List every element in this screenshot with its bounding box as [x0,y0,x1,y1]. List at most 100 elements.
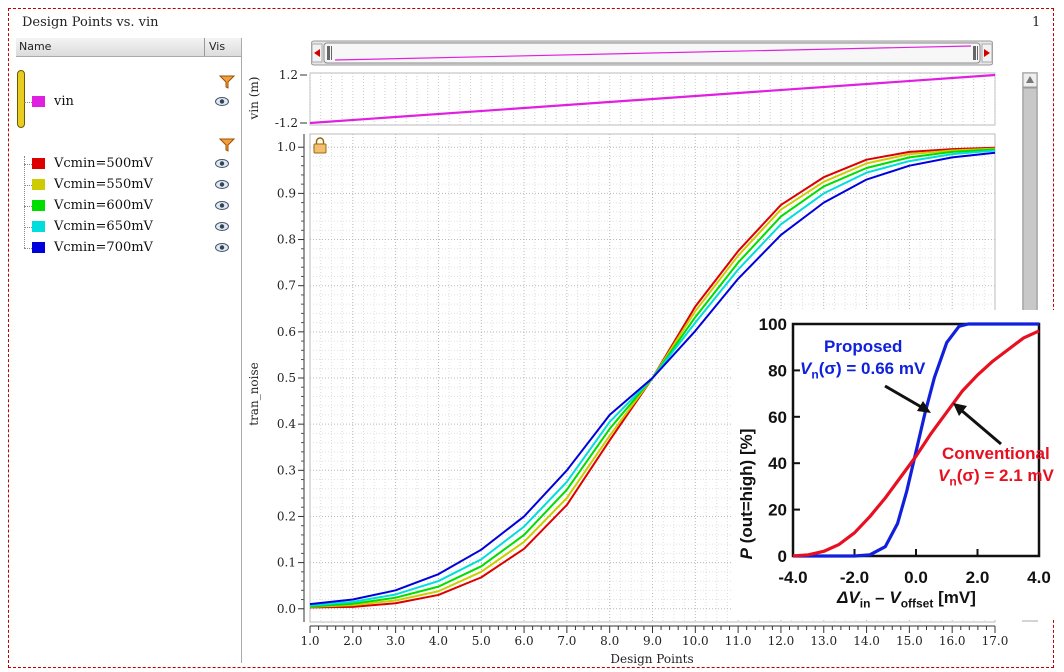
x-tick-label: 11.0 [725,634,752,648]
scroll-left-arrow-icon [314,49,320,57]
column-header-name[interactable]: Name [19,40,52,53]
column-header-vis[interactable]: Vis [209,40,226,53]
main-series [309,146,996,609]
funnel-filter-icon[interactable] [219,75,235,89]
y-tick-label: 0.3 [277,463,296,477]
tree-connector [24,185,32,186]
y-tick-label: 0.5 [277,371,296,385]
plot-area[interactable]: 1.2 -1.2 0.0 0.1 0.2 0.3 0.4 0.5 0.6 0.7 0.8 0.9 1.… [240,66,1024,666]
inset-y-tick-label: 80 [768,361,787,380]
eye-icon[interactable] [215,159,229,168]
x-tick-label: 15.0 [896,634,923,648]
x-tick-label: 14.0 [853,634,880,648]
legend-swatch [32,158,45,169]
series-line-vin [309,73,996,125]
annotation-arrow-conventional [953,403,1002,446]
legend-item-label: Vcmin=500mV [54,156,153,171]
vin-y-axis-label: vin (m) [247,77,261,121]
legend-panel: Name Vis vin Vcmin=500mV Vcmin=550mV Vcm… [16,38,242,663]
window-title: Design Points vs. vin [22,15,159,30]
inset-x-tick-label: 4.0 [1027,568,1051,587]
main-x-axis: 1.0 2.0 3.0 4.0 5.0 6.0 7.0 8.0 9.0 10.0 11.0 12.0 1… [300,625,1009,648]
y-tick-label: 0.6 [277,325,296,339]
annotation-proposed-title: Proposed [824,337,903,356]
tree-connector [24,206,32,207]
inset-axes: 0 20 40 60 80 100 -4.0 -2.0 0.0 2.0 4.0 [759,315,1051,587]
eye-icon[interactable] [215,180,229,189]
inset-chart-panel: 0 20 40 60 80 100 -4.0 -2.0 0.0 2.0 4.0 P (out=hig… [733,310,1064,620]
vin-y-axis: 1.2 -1.2 [275,68,307,130]
x-tick-label: 4.0 [429,634,448,648]
inset-chart: 0 20 40 60 80 100 -4.0 -2.0 0.0 2.0 4.0 [759,315,1051,587]
eye-icon[interactable] [215,222,229,231]
main-plot-grid [309,133,996,623]
inset-series-conventional [792,329,1040,558]
group-selector-handle[interactable] [17,70,25,128]
x-tick-label: 17.0 [982,634,1009,648]
vin-series [309,73,996,125]
legend-swatch [32,179,45,190]
inset-y-tick-label: 60 [768,408,787,427]
funnel-filter-icon[interactable] [219,138,235,152]
tree-connector [24,102,32,103]
legend-item-label: Vcmin=550mV [54,177,153,192]
legend-item-label: Vcmin=650mV [54,219,153,234]
legend-item-label: vin [54,94,74,109]
main-y-axis: 0.0 0.1 0.2 0.3 0.4 0.5 0.6 0.7 0.8 0.9 1.0 [277,134,305,622]
y-tick-label: 0.8 [277,233,296,247]
column-separator[interactable] [204,38,205,56]
eye-icon[interactable] [215,243,229,252]
y-tick-label: 0.2 [277,509,296,523]
y-tick-label: -1.2 [275,116,298,130]
x-tick-label: 1.0 [300,634,319,648]
annotation-arrow-proposed [884,384,931,413]
legend-swatch [32,200,45,211]
legend-item-label: Vcmin=600mV [54,198,153,213]
lock-icon[interactable] [313,137,327,154]
annotation-conventional-title: Conventional [942,444,1050,463]
tree-connector [24,248,32,249]
overview-trace [334,45,972,61]
y-tick-label: 0.4 [277,417,296,431]
overview-scrollbar[interactable] [311,40,993,66]
main-y-axis-label: tran_noise [247,362,261,426]
y-tick-label: 0.1 [277,556,296,570]
eye-icon[interactable] [215,97,229,106]
tree-connector [24,156,25,248]
x-tick-label: 16.0 [939,634,966,648]
y-tick-label: 0.9 [277,186,296,200]
x-tick-label: 2.0 [343,634,362,648]
legend-swatch [32,96,45,107]
inset-y-tick-label: 0 [778,547,787,566]
scroll-right-arrow-icon [984,49,990,57]
inset-y-tick-label: 100 [759,315,787,334]
inset-y-tick-label: 40 [768,454,787,473]
x-tick-label: 13.0 [810,634,837,648]
tree-connector [24,164,32,165]
scroll-up-arrow-icon [1026,76,1034,83]
legend-item-label: Vcmin=700mV [54,240,153,255]
main-x-axis-label: Design Points [610,652,693,666]
tree-connector [24,227,32,228]
page-number: 1 [1032,15,1041,30]
inset-x-tick-label: -4.0 [778,568,807,587]
x-tick-label: 10.0 [682,634,709,648]
inset-y-tick-label: 20 [768,501,787,520]
inset-x-axis-label: ΔVin – Voffset [mV] [837,588,976,611]
x-tick-label: 7.0 [557,634,576,648]
y-tick-label: 1.0 [277,140,296,154]
inset-x-tick-label: -2.0 [840,568,869,587]
annotation-proposed-value: Vn(σ) = 0.66 mV [800,359,926,382]
inset-series [792,322,1040,558]
eye-icon[interactable] [215,201,229,210]
legend-swatch [32,221,45,232]
inset-x-tick-label: 0.0 [904,568,928,587]
legend-swatch [32,242,45,253]
x-tick-label: 6.0 [515,634,534,648]
x-tick-label: 5.0 [472,634,491,648]
series-line-vcmin-700mv [309,151,996,606]
x-tick-label: 9.0 [643,634,662,648]
x-tick-label: 8.0 [600,634,619,648]
x-tick-label: 3.0 [386,634,405,648]
inset-x-tick-label: 2.0 [966,568,990,587]
